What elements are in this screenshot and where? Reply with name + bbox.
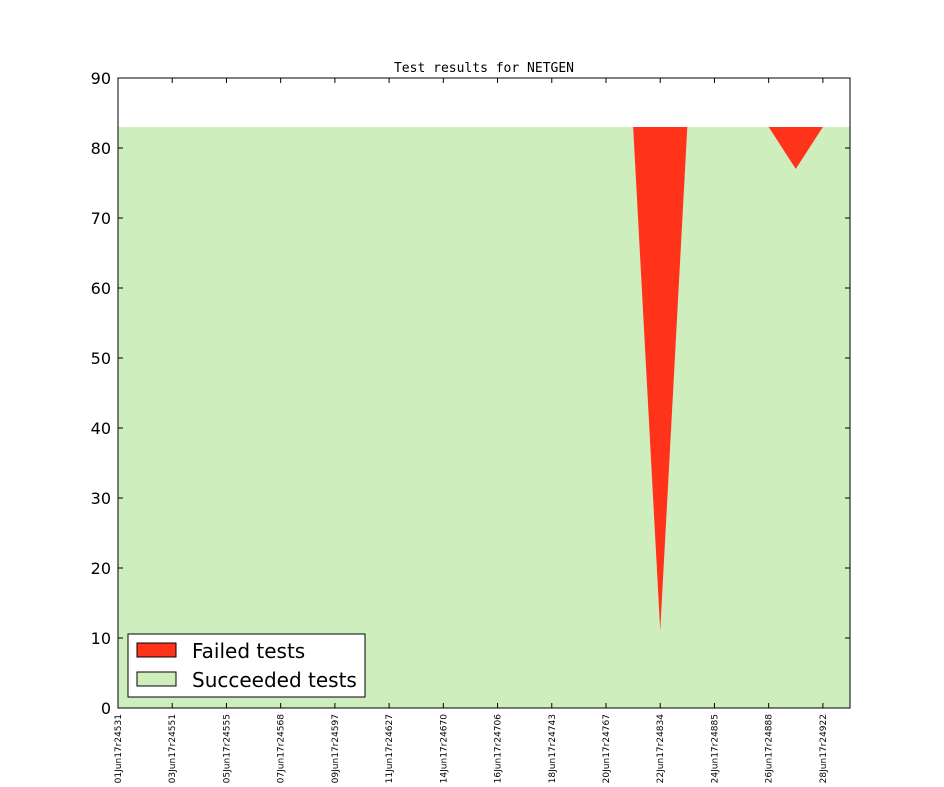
y-tick-label: 10 [91,629,111,648]
x-tick-label: 11Jun17r24627 [385,714,395,783]
legend: Failed tests Succeeded tests [127,633,366,698]
x-tick-label: 18Jun17r24743 [548,714,558,783]
x-tick-label: 20Jun17r24767 [602,714,612,783]
x-tick-label: 22Jun17r24834 [656,714,666,784]
x-tick-label: 03Jun17r24551 [168,714,178,783]
x-tick-label: 01Jun17r24531 [114,714,124,783]
y-tick-label: 70 [91,209,111,228]
x-tick-label: 09Jun17r24597 [331,714,341,783]
x-axis: 01Jun17r24531 03Jun17r24551 05Jun17r24555 0… [114,78,829,783]
legend-swatch-succeeded [136,671,177,687]
y-tick-label: 0 [101,699,111,718]
area-failed-tests [118,127,850,631]
chart-title: Test results for NETGEN [394,61,574,76]
area-succeeded-tests [118,127,850,708]
y-axis: 0 10 20 30 40 50 60 70 80 90 [91,69,850,718]
y-tick-label: 20 [91,559,111,578]
x-tick-label: 07Jun17r24568 [277,714,287,784]
y-tick-label: 80 [91,139,111,158]
y-tick-label: 50 [91,349,111,368]
x-tick-label: 05Jun17r24555 [222,714,232,783]
x-tick-label: 26Jun17r24888 [765,714,775,784]
x-tick-label: 24Jun17r24885 [710,714,720,783]
y-tick-label: 60 [91,279,111,298]
y-tick-label: 40 [91,419,111,438]
legend-label-failed: Failed tests [192,639,305,663]
legend-label-succeeded: Succeeded tests [192,668,357,692]
x-tick-label: 16Jun17r24706 [494,714,504,784]
x-tick-label: 28Jun17r24922 [819,714,829,783]
legend-swatch-failed [136,642,177,658]
y-tick-label: 90 [91,69,111,88]
x-tick-label: 14Jun17r24670 [439,714,449,784]
y-tick-label: 30 [91,489,111,508]
plot-area [117,77,851,709]
plot-frame [117,77,851,709]
